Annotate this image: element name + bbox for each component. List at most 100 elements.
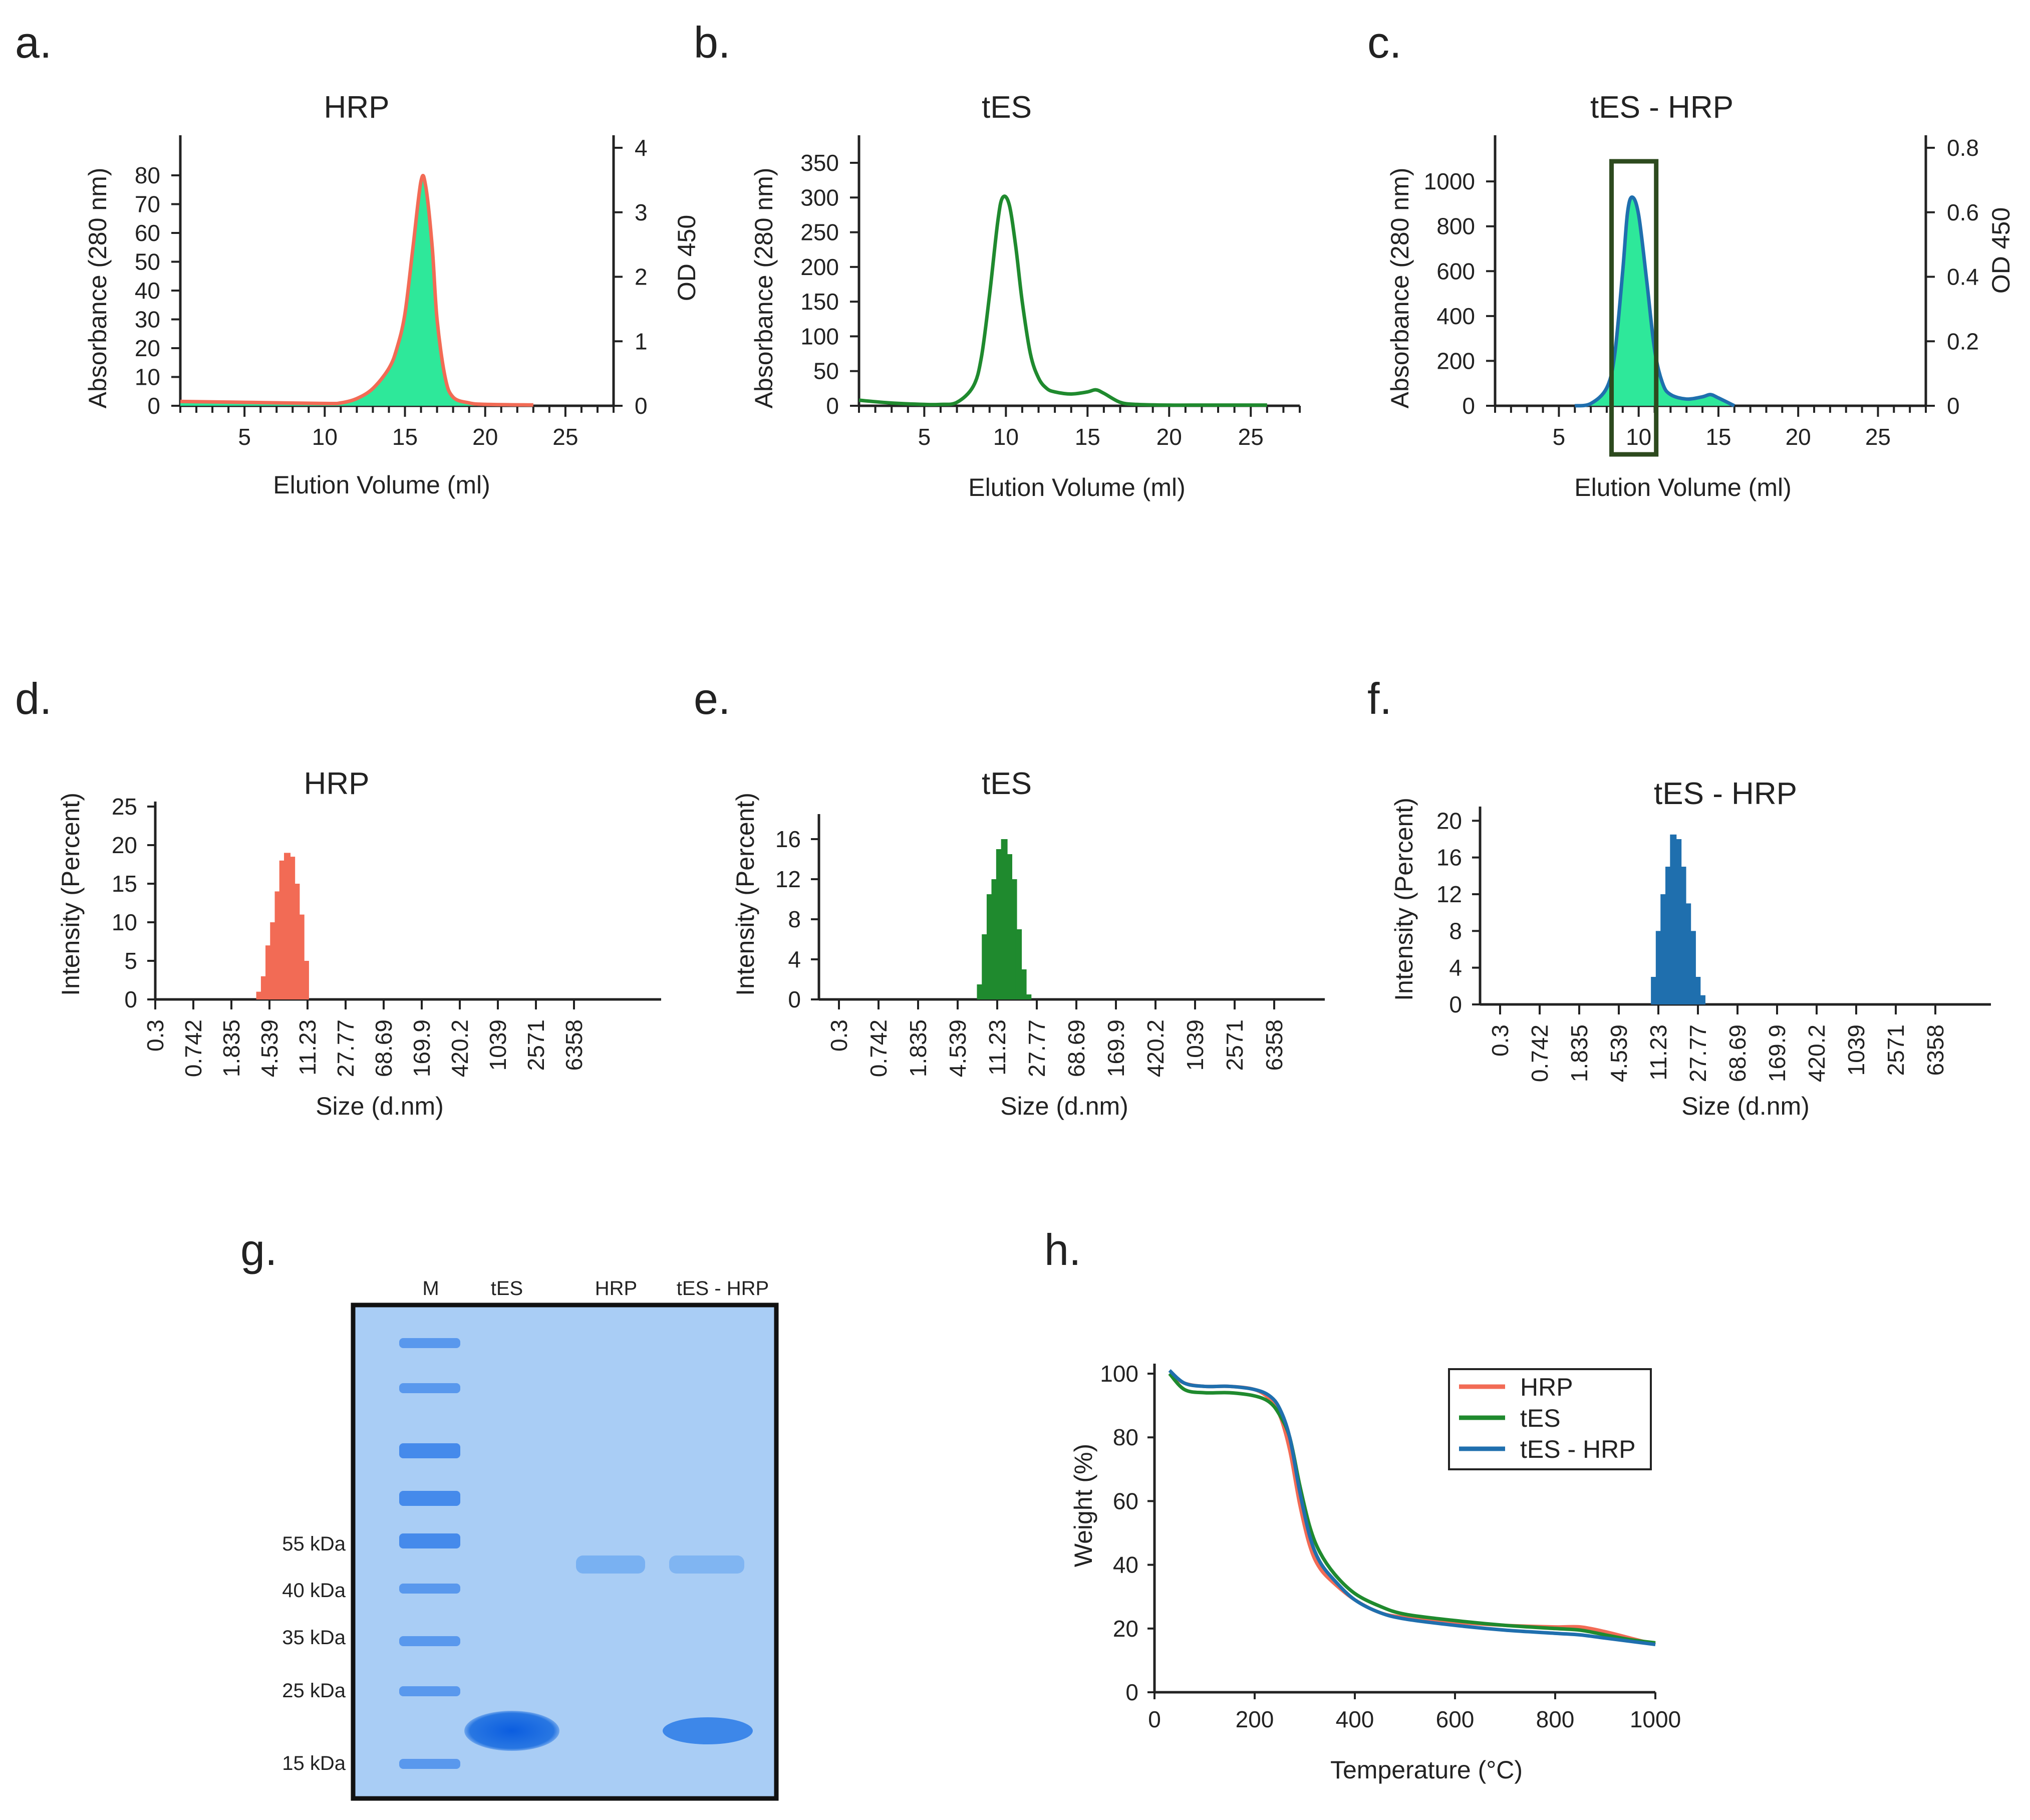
- bar: [977, 984, 984, 999]
- x-tick-label: 20: [1786, 424, 1811, 450]
- x-tick-label: 400: [1336, 1706, 1374, 1732]
- x-tick-label: 68.69: [1063, 1019, 1089, 1077]
- y-tick-label: 5: [124, 948, 137, 974]
- highlight-box: [1609, 159, 1659, 457]
- x-tick-label: 1039: [485, 1019, 511, 1071]
- y-tick-label: 0: [124, 986, 137, 1012]
- x-tick-label: 27.77: [1685, 1024, 1711, 1082]
- x-tick-label: 25: [1238, 424, 1264, 450]
- x-tick-label: 2571: [1222, 1019, 1248, 1071]
- y-tick-label: 12: [1436, 881, 1462, 907]
- panel-label-e: e.: [694, 674, 730, 723]
- bar: [302, 961, 309, 999]
- y-tick-label: 200: [800, 254, 839, 280]
- y-tick-label: 600: [1436, 258, 1475, 284]
- chart-title-c: tES - HRP: [1590, 90, 1733, 125]
- x-tick-label: 1039: [1182, 1019, 1208, 1071]
- y-tick-label: 1000: [1424, 168, 1475, 194]
- chart-title-e: tES: [982, 766, 1032, 801]
- x-tick-label: 4.539: [1606, 1024, 1632, 1082]
- x-tick-label: 5: [238, 424, 251, 450]
- bar: [1670, 834, 1677, 1004]
- y-tick-label: 10: [112, 909, 137, 935]
- y-tick-label: 30: [135, 307, 160, 333]
- y-tick-label: 400: [1436, 303, 1475, 329]
- ladder-band: [399, 1338, 460, 1348]
- ladder-band: [399, 1491, 460, 1506]
- plot-e: 0 4 8 12 16 0.3 0.742 1.835 4.539 11.23 27.77 68.69…: [775, 814, 1325, 1077]
- ladder-band: [399, 1759, 460, 1769]
- xlabel-a: Elution Volume (ml): [273, 471, 490, 499]
- x-tick-label: 169.9: [1103, 1019, 1129, 1077]
- gel-marker-25: 25 kDa: [282, 1680, 346, 1702]
- x-tick-label: 420.2: [1142, 1019, 1169, 1077]
- x-tick-label: 420.2: [1804, 1024, 1830, 1082]
- xlabel-f: Size (d.nm): [1681, 1092, 1810, 1120]
- y-tick-label: 300: [800, 184, 839, 210]
- x-tick-label: 1.835: [1566, 1024, 1592, 1082]
- y2-tick-label: 4: [635, 135, 648, 161]
- panel-label-g: g.: [240, 1225, 277, 1274]
- y-tick-label: 12: [775, 866, 801, 892]
- y-tick-label: 0: [788, 986, 801, 1012]
- x-tick-label: 169.9: [409, 1019, 435, 1077]
- y-tick-label: 20: [1436, 808, 1462, 834]
- y-tick-label: 50: [813, 358, 839, 384]
- y-tick-label: 50: [135, 249, 160, 275]
- y2-tick-label: 2: [635, 264, 648, 290]
- y-tick-label: 60: [135, 220, 160, 246]
- band-hrp: [576, 1555, 645, 1574]
- x-tick-label: 6358: [1261, 1019, 1287, 1071]
- y-tick-label: 350: [800, 150, 839, 176]
- x-tick-label: 15: [1705, 424, 1731, 450]
- series-line-tes: [1168, 1372, 1656, 1645]
- gel-marker-35: 35 kDa: [282, 1627, 346, 1649]
- ylabel-d: Intensity (Percent): [57, 793, 85, 996]
- y2-tick-label: 0.8: [1947, 135, 1979, 161]
- panel-label-h: h.: [1044, 1225, 1081, 1274]
- x-tick-label: 0.3: [142, 1019, 168, 1052]
- series-line-a: [180, 173, 533, 407]
- area-fill-a: [180, 175, 533, 406]
- band-tes-hrp-upper: [669, 1555, 744, 1574]
- x-tick-label: 420.2: [447, 1019, 473, 1077]
- ladder-band: [399, 1636, 460, 1646]
- y-tick-label: 100: [1100, 1361, 1138, 1387]
- x-tick-label: 20: [1156, 424, 1182, 450]
- ladder-band: [399, 1443, 460, 1458]
- x-tick-label: 600: [1436, 1706, 1475, 1732]
- chart-title-d: HRP: [304, 766, 370, 801]
- x-tick-label: 25: [1865, 424, 1891, 450]
- y-tick-label: 0: [1125, 1679, 1138, 1705]
- x-tick-label: 169.9: [1764, 1024, 1790, 1082]
- y2-tick-label: 3: [635, 199, 648, 225]
- x-tick-label: 5: [918, 424, 931, 450]
- gel-marker-15: 15 kDa: [282, 1752, 346, 1774]
- ladder-band: [399, 1686, 460, 1696]
- y-tick-label: 20: [112, 832, 137, 858]
- ylabel-f: Intensity (Percent): [1390, 798, 1418, 1001]
- y-tick-label: 8: [1449, 918, 1462, 944]
- ylabel-b: Absorbance (280 nm): [750, 168, 778, 409]
- y2-tick-label: 0.4: [1947, 264, 1979, 290]
- x-tick-label: 20: [472, 424, 498, 450]
- xlabel-e: Size (d.nm): [1000, 1092, 1128, 1120]
- x-tick-label: 68.69: [1724, 1024, 1751, 1082]
- x-tick-label: 200: [1236, 1706, 1274, 1732]
- x-tick-label: 15: [1075, 424, 1100, 450]
- x-tick-label: 0.742: [865, 1019, 892, 1077]
- y2-tick-label: 0.6: [1947, 199, 1979, 225]
- y-tick-label: 200: [1436, 348, 1475, 374]
- ladder-band: [399, 1584, 460, 1594]
- x-tick-label: 10: [1626, 424, 1651, 450]
- y-tick-label: 80: [135, 162, 160, 188]
- x-tick-label: 0.3: [1487, 1024, 1513, 1057]
- x-tick-label: 2571: [1883, 1024, 1909, 1076]
- y-tick-label: 40: [135, 278, 160, 304]
- panel-label-b: b.: [694, 18, 730, 67]
- bar: [996, 849, 1003, 999]
- x-tick-label: 1.835: [218, 1019, 244, 1077]
